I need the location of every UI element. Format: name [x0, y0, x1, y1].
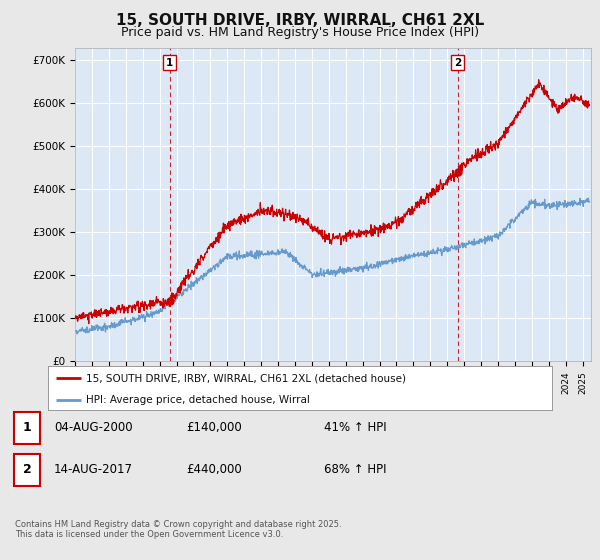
Text: Contains HM Land Registry data © Crown copyright and database right 2025.
This d: Contains HM Land Registry data © Crown c…: [15, 520, 341, 539]
Text: 15, SOUTH DRIVE, IRBY, WIRRAL, CH61 2XL: 15, SOUTH DRIVE, IRBY, WIRRAL, CH61 2XL: [116, 13, 484, 29]
Text: 1: 1: [166, 58, 173, 68]
Text: 2: 2: [454, 58, 461, 68]
Text: 2: 2: [23, 463, 31, 477]
Text: 04-AUG-2000: 04-AUG-2000: [54, 421, 133, 435]
Text: 41% ↑ HPI: 41% ↑ HPI: [324, 421, 386, 435]
Text: 1: 1: [23, 421, 31, 435]
Text: 15, SOUTH DRIVE, IRBY, WIRRAL, CH61 2XL (detached house): 15, SOUTH DRIVE, IRBY, WIRRAL, CH61 2XL …: [86, 374, 406, 384]
Text: 14-AUG-2017: 14-AUG-2017: [54, 463, 133, 477]
Text: £440,000: £440,000: [186, 463, 242, 477]
Text: 68% ↑ HPI: 68% ↑ HPI: [324, 463, 386, 477]
Text: £140,000: £140,000: [186, 421, 242, 435]
Text: Price paid vs. HM Land Registry's House Price Index (HPI): Price paid vs. HM Land Registry's House …: [121, 26, 479, 39]
Text: HPI: Average price, detached house, Wirral: HPI: Average price, detached house, Wirr…: [86, 395, 310, 405]
